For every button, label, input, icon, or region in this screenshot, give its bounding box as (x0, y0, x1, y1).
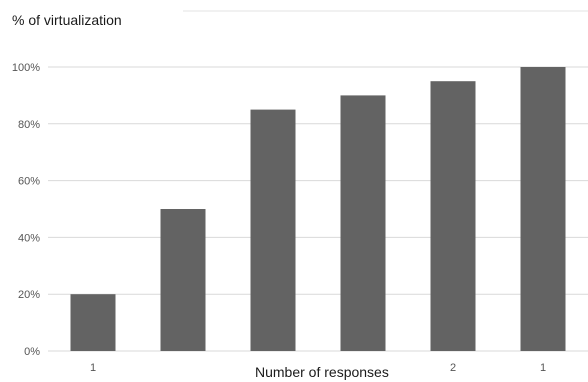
y-tick-label: 80% (18, 119, 40, 131)
x-tick-label: 2 (450, 362, 456, 374)
bar (521, 67, 566, 351)
y-tick-label: 40% (18, 232, 40, 244)
x-tick-label: 1 (540, 362, 546, 374)
x-tick-label: 1 (90, 362, 96, 374)
bar (161, 209, 206, 351)
y-tick-label: 100% (12, 62, 40, 74)
bar (71, 294, 116, 351)
y-tick-label: 0% (24, 346, 40, 358)
bar (341, 95, 386, 351)
x-axis-title: Number of responses (255, 364, 389, 380)
y-tick-label: 60% (18, 176, 40, 188)
y-tick-label: 20% (18, 289, 40, 301)
bar (251, 110, 296, 351)
bar (431, 81, 476, 351)
